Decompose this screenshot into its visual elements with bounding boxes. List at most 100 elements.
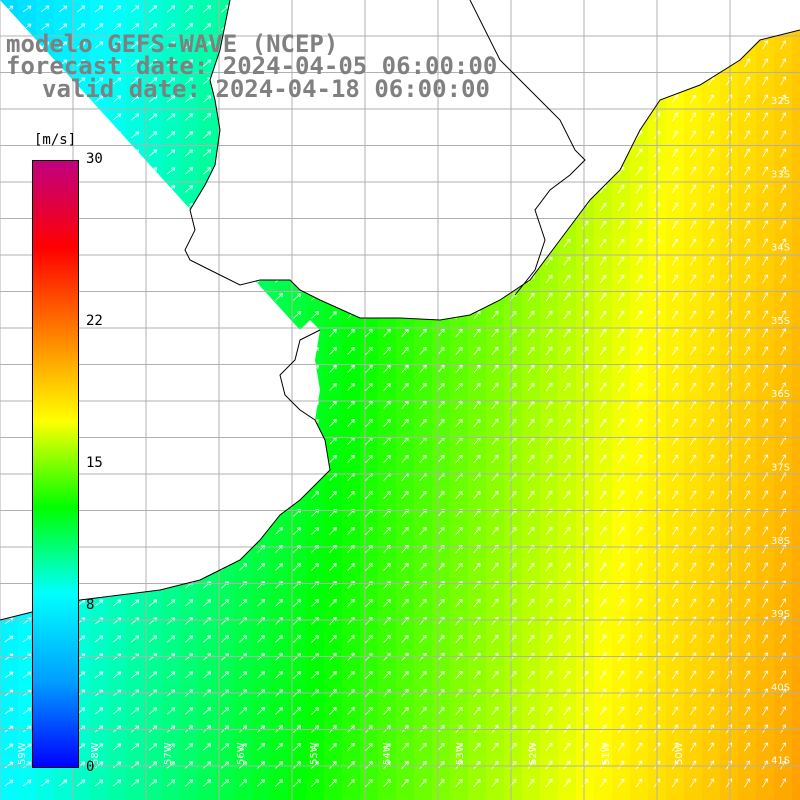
field-cell — [774, 792, 792, 800]
wind-arrow — [184, 77, 194, 85]
field-cell — [396, 792, 414, 800]
field-cell — [792, 414, 800, 432]
wind-arrow — [22, 5, 32, 13]
field-cell — [522, 792, 540, 800]
field-cell — [792, 108, 800, 126]
field-cell — [792, 396, 800, 414]
field-cell — [792, 306, 800, 324]
wind-arrow — [202, 41, 212, 49]
colorbar-tick-label: 30 — [86, 151, 103, 167]
colorbar-tick-label: 15 — [86, 455, 103, 471]
wind-arrow — [202, 59, 212, 67]
field-cell — [252, 792, 270, 800]
wind-arrow — [76, 59, 86, 67]
field-cell — [756, 792, 774, 800]
field-cell — [144, 792, 162, 800]
wind-arrow — [76, 77, 86, 85]
longitude-label: 56W — [236, 742, 247, 765]
wind-arrow — [58, 41, 68, 49]
wind-arrow — [148, 77, 158, 85]
field-cell — [162, 792, 180, 800]
field-cell — [792, 630, 800, 648]
wind-arrow — [40, 23, 50, 31]
valid-date: valid date: 2024-04-18 06:00:00 — [42, 75, 490, 103]
wind-arrow — [780, 76, 787, 86]
longitude-label: 59W — [17, 742, 28, 765]
wind-arrow — [112, 77, 122, 85]
field-cell — [792, 342, 800, 360]
latitude-label: 37S — [771, 463, 790, 474]
field-cell — [738, 792, 756, 800]
wind-arrow — [762, 40, 769, 50]
field-cell — [792, 90, 800, 108]
latitude-label: 34S — [771, 243, 790, 254]
field-cell — [792, 738, 800, 756]
field-cell — [180, 792, 198, 800]
field-cell — [216, 792, 234, 800]
wind-arrow — [94, 5, 104, 13]
field-cell — [792, 594, 800, 612]
field-cell — [792, 252, 800, 270]
wind-arrow — [744, 58, 751, 68]
field-cell — [468, 792, 486, 800]
wind-arrow — [166, 77, 176, 85]
wind-arrow — [58, 23, 68, 31]
field-cell — [792, 486, 800, 504]
wind-arrow — [94, 77, 104, 85]
wind-arrow — [148, 41, 158, 49]
wind-arrow — [184, 23, 194, 31]
field-cell — [432, 792, 450, 800]
field-cell — [792, 54, 800, 72]
field-cell — [792, 198, 800, 216]
wind-arrow — [130, 5, 140, 13]
field-cell — [792, 144, 800, 162]
wind-arrow — [202, 23, 212, 31]
field-cell — [792, 234, 800, 252]
field-cell — [90, 792, 108, 800]
field-cell — [792, 504, 800, 522]
field-cell — [792, 612, 800, 630]
field-cell — [792, 774, 800, 792]
wind-arrow — [166, 41, 176, 49]
wind-arrow — [744, 76, 751, 86]
field-cell — [792, 576, 800, 594]
field-cell — [540, 792, 558, 800]
wind-arrow — [762, 76, 769, 86]
wind-arrow — [780, 58, 787, 68]
field-cell — [792, 432, 800, 450]
colorbar-tick-label: 22 — [86, 313, 103, 330]
field-cell — [792, 558, 800, 576]
wind-arrow — [148, 59, 158, 67]
wind-arrow — [166, 23, 176, 31]
wind-arrow — [130, 23, 140, 31]
field-cell — [414, 792, 432, 800]
wind-arrow — [94, 59, 104, 67]
field-cell — [720, 792, 738, 800]
wind-arrow — [112, 59, 122, 67]
field-cell — [234, 792, 252, 800]
field-cell — [18, 792, 36, 800]
field-cell — [792, 666, 800, 684]
field-cell — [792, 468, 800, 486]
field-cell — [792, 450, 800, 468]
wind-arrow — [202, 5, 212, 13]
wind-arrow — [166, 5, 176, 13]
field-cell — [792, 216, 800, 234]
wind-arrow — [166, 59, 176, 67]
wind-arrow — [40, 5, 50, 13]
field-cell — [54, 792, 72, 800]
latitude-label: 41S — [771, 756, 790, 767]
field-cell — [702, 792, 720, 800]
wind-arrow — [94, 41, 104, 49]
colorbar-tick-label: 0 — [86, 759, 95, 775]
field-cell — [558, 792, 576, 800]
wind-arrow — [148, 23, 158, 31]
wind-arrow — [780, 40, 787, 50]
wind-arrow — [148, 5, 158, 13]
field-cell — [792, 270, 800, 288]
longitude-label: 55W — [309, 742, 320, 765]
latitude-label: 32S — [771, 96, 790, 107]
wind-arrow — [130, 77, 140, 85]
latitude-label: 36S — [771, 389, 790, 400]
